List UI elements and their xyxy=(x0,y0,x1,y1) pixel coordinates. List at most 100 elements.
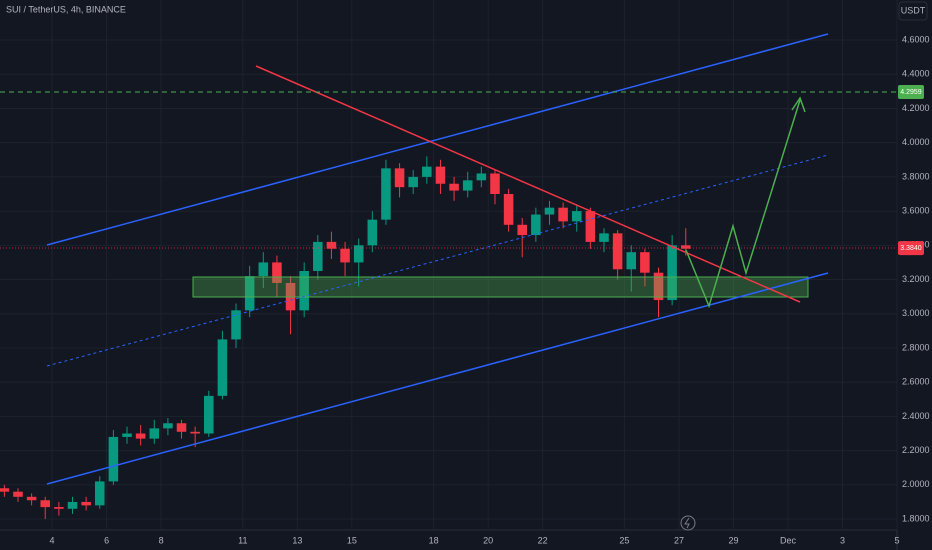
y-tick-label: 2.6000 xyxy=(902,377,930,387)
candle-body xyxy=(94,481,105,506)
candle-body xyxy=(108,436,119,482)
projection-arrow xyxy=(791,96,806,113)
y-tick-label: 2.8000 xyxy=(902,342,930,352)
candle-body xyxy=(531,214,541,236)
candle-body xyxy=(244,276,255,311)
alert-icon[interactable] xyxy=(680,515,696,531)
x-tick-label: 25 xyxy=(619,535,629,545)
candle-body xyxy=(272,262,282,283)
candle-body xyxy=(340,248,350,263)
candle-body xyxy=(558,207,568,222)
candle-body xyxy=(231,310,241,340)
channel-mid xyxy=(46,154,829,367)
candle-body xyxy=(640,252,650,273)
currency-box[interactable] xyxy=(898,1,928,21)
y-tick-label: 4.6000 xyxy=(902,34,930,44)
x-tick-label: 8 xyxy=(159,535,164,545)
candle-body xyxy=(653,272,664,301)
y-tick-label: 2.4000 xyxy=(902,411,930,421)
candle-body xyxy=(476,173,487,181)
x-tick-label: 20 xyxy=(483,535,493,545)
y-tick-label: 4.0000 xyxy=(902,137,930,147)
candle-body xyxy=(353,245,364,263)
y-tick-label: 4.2000 xyxy=(902,103,930,113)
alert-icon-bolt xyxy=(684,517,690,529)
candle-body xyxy=(163,423,173,429)
candle-body xyxy=(122,433,132,437)
candle-body xyxy=(54,507,64,509)
x-tick-label: 29 xyxy=(728,535,738,545)
candle-body xyxy=(626,252,637,270)
candle-body xyxy=(258,262,269,277)
x-tick-label: 22 xyxy=(538,535,548,545)
candle-body xyxy=(490,173,500,195)
channel-lower xyxy=(46,272,829,485)
candle-body xyxy=(394,168,405,188)
x-tick-label: 27 xyxy=(674,535,684,545)
candle-body xyxy=(299,270,309,311)
x-tick-label: 3 xyxy=(840,535,845,545)
x-tick-label: 5 xyxy=(894,535,899,545)
candle-body xyxy=(462,180,473,191)
candle-body xyxy=(599,233,609,242)
candle-body xyxy=(435,166,446,184)
candle-body xyxy=(135,433,146,439)
candle-body xyxy=(585,211,596,242)
y-tick-label: 2.2000 xyxy=(902,445,930,455)
candle-body xyxy=(612,233,623,270)
chart-title: SUI / TetherUS, 4h, BINANCE xyxy=(6,4,126,14)
candle-body xyxy=(667,245,677,301)
candle-body xyxy=(680,245,691,249)
axes: 1.8000 2.0000 2.2000 2.4000 2.6000 2.8000 3.00… xyxy=(50,34,930,545)
candle-body xyxy=(149,428,160,439)
candle-body xyxy=(40,500,51,508)
candle-body xyxy=(381,168,391,220)
candle-body xyxy=(326,241,337,249)
candle-body xyxy=(449,183,459,191)
candle-body xyxy=(190,431,200,434)
candle-body xyxy=(503,194,514,225)
y-tick-label: 4.4000 xyxy=(902,69,930,79)
price-tag xyxy=(898,85,924,100)
x-tick-label: 15 xyxy=(347,535,357,545)
x-tick-label: 13 xyxy=(292,535,302,545)
y-tick-label: 3.6000 xyxy=(902,205,930,215)
x-tick-label: Dec xyxy=(780,535,797,545)
support-zone xyxy=(192,276,809,298)
y-tick-label: 3.8000 xyxy=(902,171,930,181)
price-tag-label: 3.3840 xyxy=(900,245,922,252)
y-tick-label: 2.0000 xyxy=(902,479,930,489)
y-tick-label: 1.8000 xyxy=(902,513,930,523)
candle-body xyxy=(544,207,555,215)
price-tag xyxy=(898,241,924,256)
candle-body xyxy=(422,166,432,177)
candle-body xyxy=(81,501,91,506)
x-tick-label: 4 xyxy=(50,535,55,545)
grid xyxy=(0,0,898,530)
price-tag-label: 4.2959 xyxy=(900,89,922,96)
y-tick-label: 3.0000 xyxy=(902,308,930,318)
candle-body xyxy=(517,224,527,236)
candle-body xyxy=(26,496,37,501)
x-tick-label: 18 xyxy=(429,535,439,545)
candle-body xyxy=(176,423,187,432)
x-tick-label: 11 xyxy=(238,535,247,545)
candle-body xyxy=(204,395,214,434)
projection-path xyxy=(685,99,801,309)
x-tick-label: 6 xyxy=(104,535,109,545)
channel-upper xyxy=(46,33,829,246)
candle-body xyxy=(67,501,78,509)
drawings xyxy=(0,33,897,531)
candle-body xyxy=(217,339,228,396)
candle-body xyxy=(13,491,23,497)
candle-body xyxy=(0,488,10,492)
candle-body xyxy=(408,176,418,188)
candle-body xyxy=(367,219,378,246)
currency-label: USDT xyxy=(901,5,926,15)
candle-body xyxy=(313,241,323,271)
resistance-line xyxy=(255,65,801,303)
candle-body xyxy=(571,211,582,222)
